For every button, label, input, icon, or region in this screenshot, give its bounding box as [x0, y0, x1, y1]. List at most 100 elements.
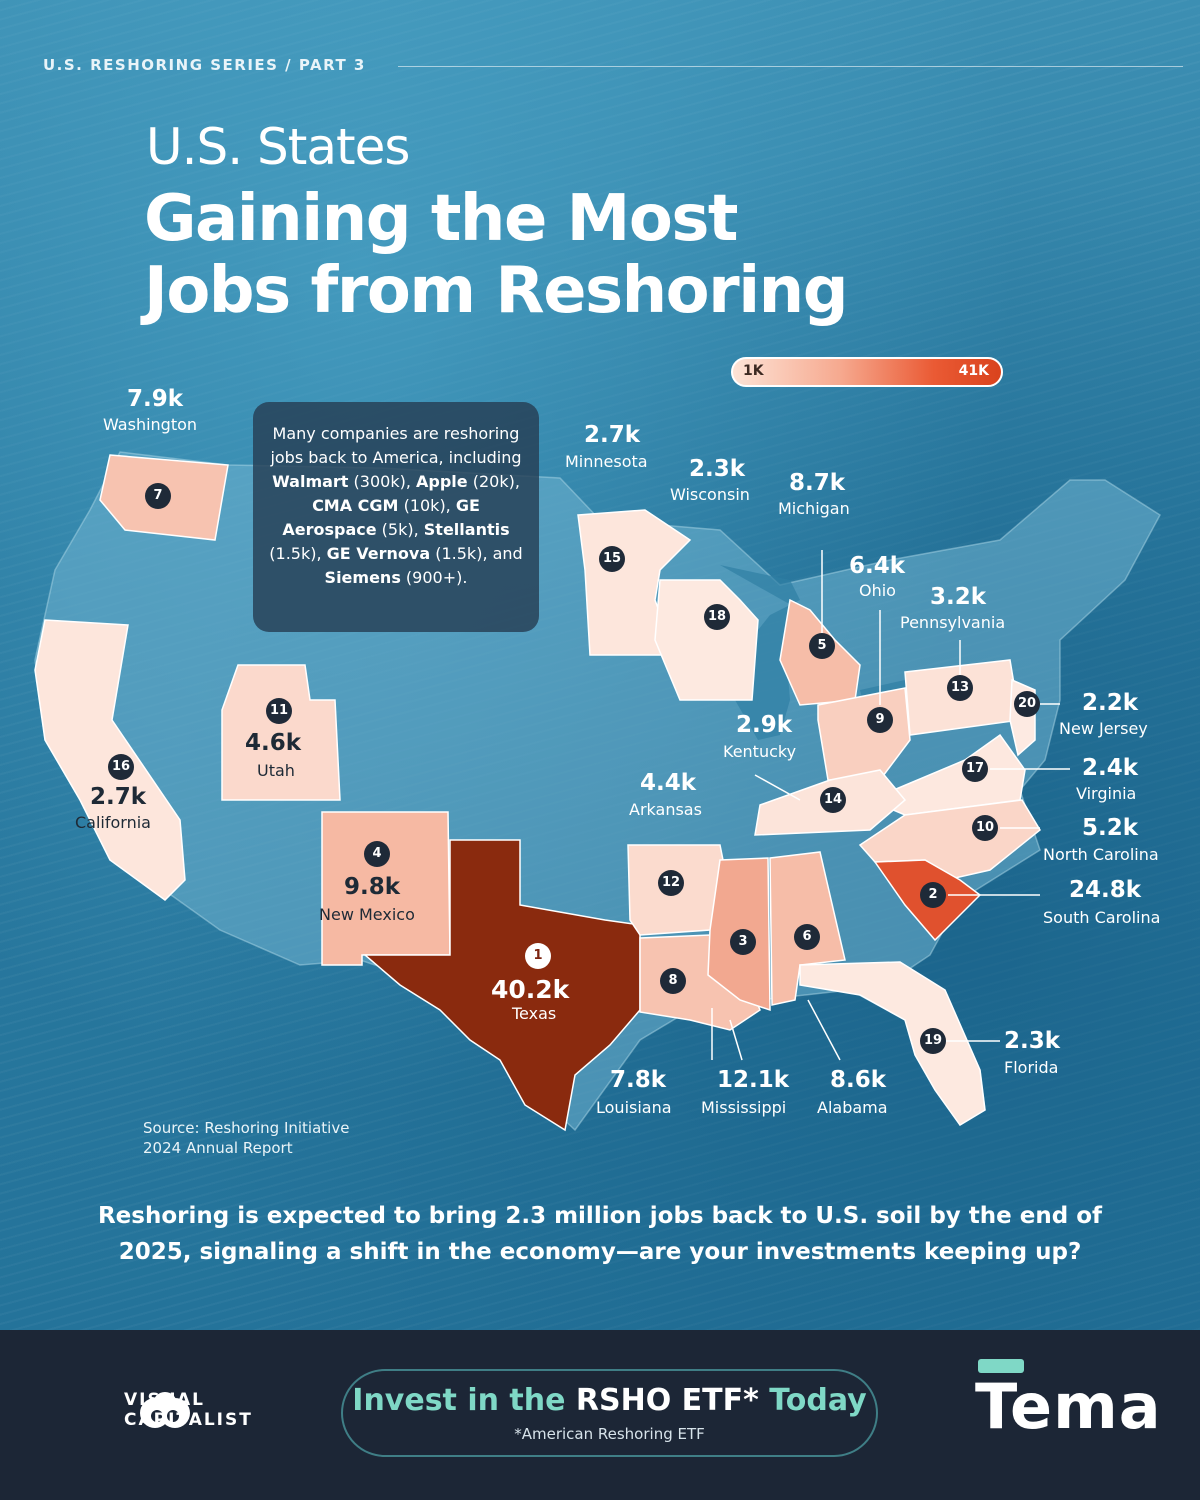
visual-capitalist-logo[interactable]: VISUAL CAPITALIST — [124, 1390, 253, 1430]
company-cma-cgm: CMA CGM — [312, 496, 399, 515]
company-walmart-jobs: (300k), — [348, 472, 416, 491]
value-alabama: 8.6k — [830, 1067, 887, 1093]
rank-badge-louisiana: 8 — [660, 968, 686, 994]
source-note: Source: Reshoring Initiative 2024 Annual… — [143, 1118, 403, 1158]
value-texas: 40.2k — [491, 975, 570, 1004]
vc-logo-line-1: VISUAL — [124, 1390, 205, 1410]
name-california: California — [75, 813, 151, 832]
value-mississippi: 12.1k — [717, 1067, 790, 1093]
company-cma-cgm-jobs: (10k), — [398, 496, 456, 515]
company-siemens-jobs: (900+). — [400, 568, 468, 587]
company-apple-jobs: (20k), — [467, 472, 520, 491]
value-kentucky: 2.9k — [736, 712, 793, 738]
color-scale-legend: 1K 41K — [731, 357, 1003, 387]
name-new-jersey: New Jersey — [1059, 719, 1148, 738]
legend-max-label: 41K — [958, 363, 989, 379]
name-utah: Utah — [257, 761, 295, 780]
rank-badge-texas: 1 — [525, 943, 551, 969]
value-california: 2.7k — [90, 784, 147, 810]
leader-line — [729, 1019, 743, 1061]
name-michigan: Michigan — [778, 499, 850, 518]
value-utah: 4.6k — [245, 730, 302, 756]
value-south-carolina: 24.8k — [1069, 877, 1142, 903]
legend-min-label: 1K — [743, 363, 764, 379]
company-ge-aerospace: GE Aerospace — [282, 496, 480, 539]
company-stellantis-jobs: (1.5k), — [269, 544, 327, 563]
title-line-3: Jobs from Reshoring — [144, 254, 849, 328]
company-ge-vernova-jobs: (1.5k), and — [430, 544, 523, 563]
cta-prefix: Invest in the — [352, 1383, 576, 1418]
rank-badge-florida: 19 — [920, 1028, 946, 1054]
rank-badge-ohio: 9 — [867, 707, 893, 733]
cta-footnote: *American Reshoring ETF — [514, 1425, 705, 1443]
name-virginia: Virginia — [1076, 784, 1137, 803]
rank-badge-new-jersey: 20 — [1014, 691, 1040, 717]
series-divider — [398, 66, 1183, 67]
rank-badge-kentucky: 14 — [820, 787, 846, 813]
value-florida: 2.3k — [1004, 1028, 1061, 1054]
name-wisconsin: Wisconsin — [670, 485, 750, 504]
value-wisconsin: 2.3k — [689, 456, 746, 482]
value-new-jersey: 2.2k — [1082, 690, 1139, 716]
name-ohio: Ohio — [859, 581, 896, 600]
state-wisconsin — [654, 579, 759, 701]
series-label: U.S. RESHORING SERIES / PART 3 — [43, 56, 366, 74]
value-ohio: 6.4k — [849, 553, 906, 579]
rank-badge-minnesota: 15 — [599, 546, 625, 572]
rank-badge-arkansas: 12 — [658, 870, 684, 896]
rank-badge-pennsylvania: 13 — [947, 675, 973, 701]
name-kentucky: Kentucky — [723, 742, 797, 761]
title-line-2: Gaining the Most — [144, 182, 739, 256]
tema-logo[interactable]: Tema — [975, 1370, 1162, 1443]
title-line-1: U.S. States — [146, 118, 410, 176]
name-new-mexico: New Mexico — [319, 905, 415, 924]
rank-badge-utah: 11 — [266, 698, 292, 724]
leader-lines — [711, 550, 1070, 1061]
us-map — [34, 451, 1161, 1132]
company-stellantis: Stellantis — [423, 520, 510, 539]
rank-badge-wisconsin: 18 — [704, 604, 730, 630]
name-arkansas: Arkansas — [629, 800, 702, 819]
name-minnesota: Minnesota — [565, 452, 648, 471]
company-ge-aerospace-jobs: (5k), — [376, 520, 424, 539]
value-north-carolina: 5.2k — [1082, 815, 1139, 841]
rank-badge-california: 16 — [108, 754, 134, 780]
name-south-carolina: South Carolina — [1043, 908, 1161, 927]
name-florida: Florida — [1004, 1058, 1059, 1077]
rank-badge-alabama: 6 — [794, 924, 820, 950]
company-apple: Apple — [416, 472, 468, 491]
rank-badge-new-mexico: 4 — [364, 841, 390, 867]
cta-fund: RSHO ETF* — [575, 1383, 759, 1418]
leader-line — [754, 774, 801, 801]
invest-cta-button[interactable]: Invest in the RSHO ETF* Today *American … — [341, 1369, 878, 1457]
state-florida — [799, 961, 986, 1126]
rank-badge-south-carolina: 2 — [920, 882, 946, 908]
visual-capitalist-logo-icon — [140, 1392, 190, 1428]
company-walmart: Walmart — [272, 472, 349, 491]
name-texas: Texas — [512, 1004, 557, 1023]
companies-callout: Many companies are reshoring jobs back t… — [253, 402, 539, 632]
name-louisiana: Louisiana — [596, 1098, 672, 1117]
name-alabama: Alabama — [817, 1098, 888, 1117]
bottom-message: Reshoring is expected to bring 2.3 milli… — [97, 1203, 1103, 1265]
company-siemens: Siemens — [324, 568, 401, 587]
value-louisiana: 7.8k — [610, 1067, 667, 1093]
title-main: Gaining the Most Jobs from Reshoring — [144, 182, 849, 328]
vc-logo-line-2: CAPITALIST — [124, 1410, 253, 1430]
rank-badge-virginia: 17 — [962, 756, 988, 782]
value-new-mexico: 9.8k — [344, 874, 401, 900]
rank-badge-michigan: 5 — [809, 633, 835, 659]
callout-intro: Many companies are reshoring jobs back t… — [270, 424, 522, 467]
source-line-1: Source: Reshoring Initiative — [143, 1119, 350, 1137]
state-utah — [221, 664, 341, 801]
state-texas — [362, 839, 641, 1132]
source-line-2: 2024 Annual Report — [143, 1139, 293, 1157]
value-arkansas: 4.4k — [640, 770, 697, 796]
cta-suffix: Today — [758, 1383, 867, 1418]
leader-line — [807, 999, 841, 1061]
tema-logo-accent-icon — [978, 1359, 1024, 1373]
name-pennsylvania: Pennsylvania — [900, 613, 1006, 632]
value-virginia: 2.4k — [1082, 755, 1139, 781]
company-ge-vernova: GE Vernova — [326, 544, 431, 563]
value-michigan: 8.7k — [789, 470, 846, 496]
